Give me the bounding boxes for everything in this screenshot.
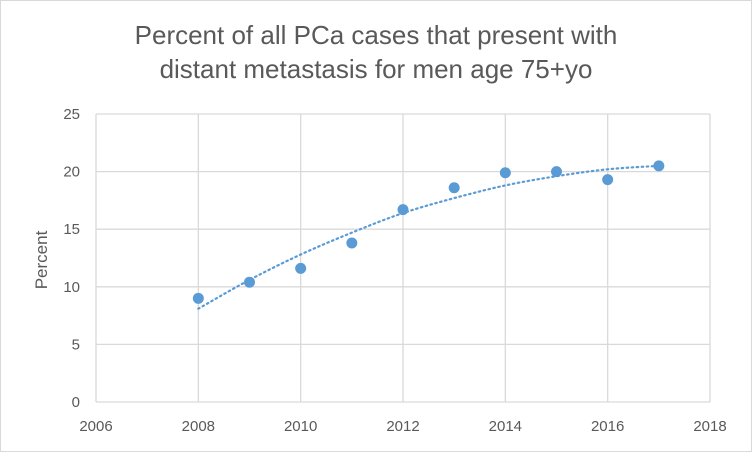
trendline-layer [197, 164, 660, 310]
y-axis-label: Percent [32, 230, 51, 289]
x-tick-label: 2012 [386, 418, 419, 435]
trendline [197, 164, 660, 310]
data-point [448, 182, 460, 194]
data-point [295, 262, 307, 274]
data-point [499, 167, 511, 179]
data-point [346, 237, 358, 249]
data-points [192, 160, 665, 304]
y-tick-label: 5 [72, 336, 80, 353]
chart-title-line-1: Percent of all PCa cases that present wi… [134, 20, 618, 50]
chart-title: Percent of all PCa cases that present wi… [0, 18, 752, 86]
x-tick-label: 2018 [693, 418, 726, 435]
x-tick-label: 2006 [79, 418, 112, 435]
y-tick-label: 25 [63, 106, 80, 123]
data-point [397, 204, 409, 216]
y-tick-label: 0 [72, 394, 80, 411]
data-point [602, 174, 614, 186]
data-point [653, 160, 665, 172]
chart-title-line-2: distant metastasis for men age 75+yo [159, 54, 593, 84]
data-point [244, 276, 255, 288]
y-tick-labels: 0 5 10 15 20 25 [63, 106, 80, 411]
data-point [192, 292, 204, 304]
x-tick-label: 2010 [284, 418, 317, 435]
x-tick-label: 2008 [182, 418, 215, 435]
x-tick-label: 2016 [591, 418, 624, 435]
y-tick-label: 10 [63, 279, 80, 296]
gridlines [95, 113, 711, 403]
y-tick-label: 20 [63, 164, 80, 181]
y-tick-label: 15 [63, 221, 80, 238]
data-point [551, 166, 562, 178]
x-tick-labels: 2006 2008 2010 2012 2014 2016 2018 [79, 418, 726, 435]
x-tick-label: 2014 [489, 418, 522, 435]
